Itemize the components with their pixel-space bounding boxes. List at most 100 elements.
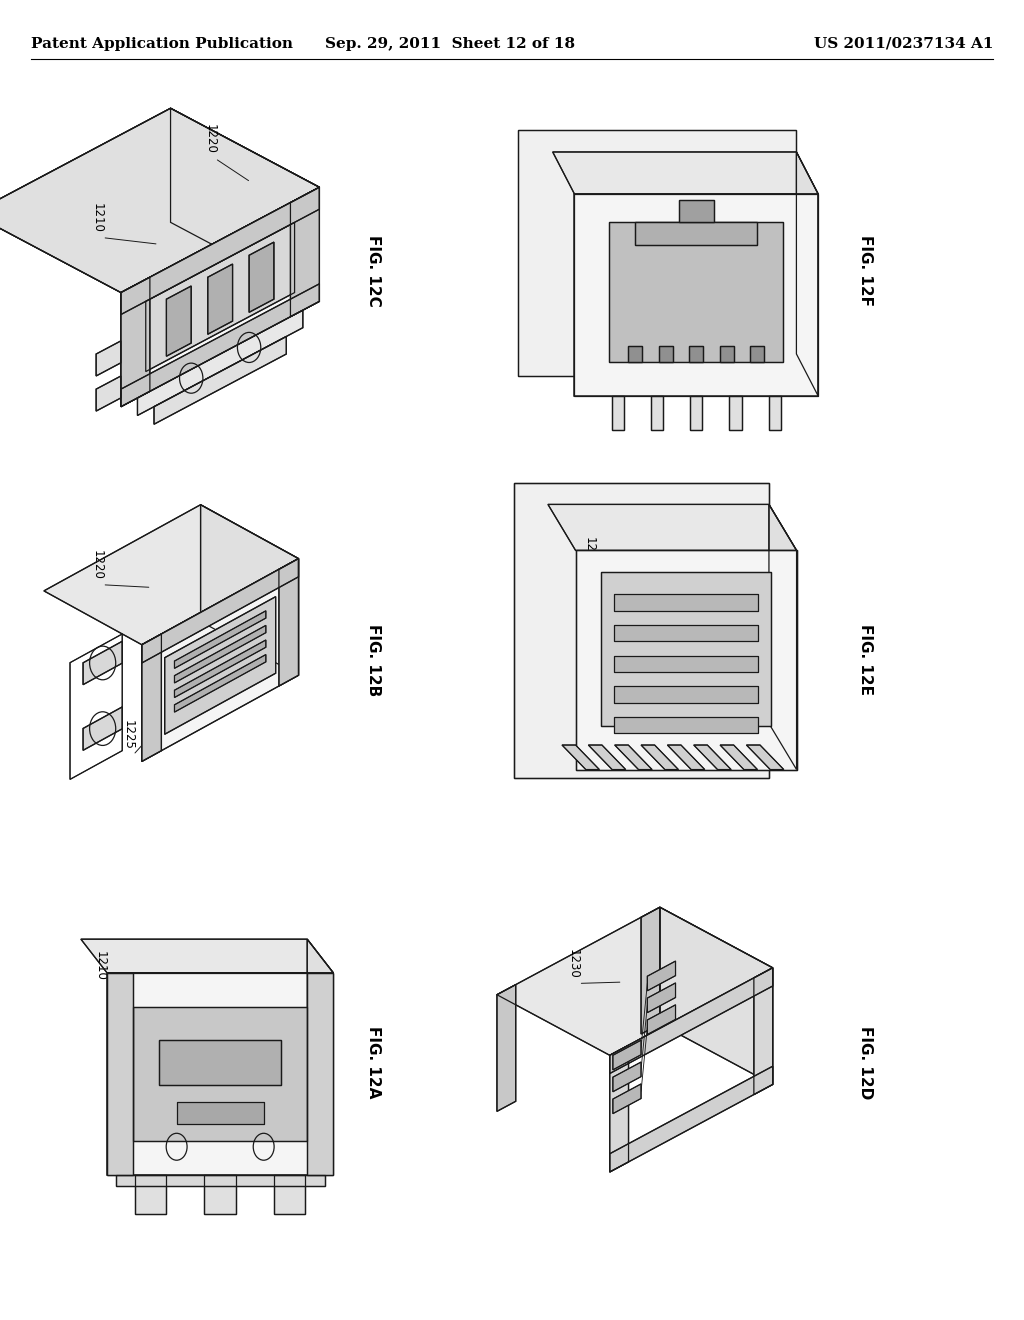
Polygon shape bbox=[613, 686, 759, 702]
Text: 1240: 1240 bbox=[670, 714, 682, 743]
Polygon shape bbox=[609, 1045, 629, 1172]
Text: FIG. 12B: FIG. 12B bbox=[367, 624, 381, 696]
Polygon shape bbox=[575, 550, 797, 770]
Polygon shape bbox=[96, 376, 121, 411]
Polygon shape bbox=[769, 396, 780, 430]
Polygon shape bbox=[497, 985, 516, 1111]
Polygon shape bbox=[106, 973, 133, 1175]
Polygon shape bbox=[613, 624, 759, 642]
Polygon shape bbox=[121, 284, 319, 407]
Text: FIG. 12D: FIG. 12D bbox=[858, 1026, 872, 1100]
Polygon shape bbox=[135, 1175, 166, 1214]
Text: FIG. 12C: FIG. 12C bbox=[367, 235, 381, 306]
Polygon shape bbox=[548, 504, 797, 550]
Polygon shape bbox=[720, 744, 758, 770]
Polygon shape bbox=[249, 242, 273, 313]
Polygon shape bbox=[658, 346, 673, 362]
Polygon shape bbox=[647, 1005, 676, 1035]
Text: 1230: 1230 bbox=[567, 949, 580, 978]
Polygon shape bbox=[612, 1040, 641, 1071]
Polygon shape bbox=[174, 611, 266, 668]
Polygon shape bbox=[171, 108, 319, 301]
Polygon shape bbox=[83, 642, 122, 685]
Polygon shape bbox=[174, 640, 266, 697]
Polygon shape bbox=[307, 940, 334, 1175]
Polygon shape bbox=[96, 341, 121, 376]
Polygon shape bbox=[729, 396, 741, 430]
Polygon shape bbox=[201, 504, 299, 676]
Polygon shape bbox=[141, 558, 299, 762]
Polygon shape bbox=[0, 108, 319, 293]
Polygon shape bbox=[609, 222, 783, 362]
Text: 1225: 1225 bbox=[122, 721, 134, 750]
Polygon shape bbox=[635, 222, 758, 244]
Text: 1220: 1220 bbox=[91, 550, 103, 579]
Polygon shape bbox=[121, 187, 319, 407]
Text: US 2011/0237134 A1: US 2011/0237134 A1 bbox=[814, 37, 993, 50]
Polygon shape bbox=[693, 744, 731, 770]
Polygon shape bbox=[746, 744, 783, 770]
Polygon shape bbox=[629, 346, 642, 362]
Polygon shape bbox=[647, 961, 676, 991]
Text: Patent Application Publication: Patent Application Publication bbox=[31, 37, 293, 50]
Text: 1260: 1260 bbox=[583, 537, 595, 566]
Polygon shape bbox=[121, 187, 319, 314]
Polygon shape bbox=[176, 1102, 264, 1125]
Polygon shape bbox=[641, 744, 679, 770]
Text: Sep. 29, 2011  Sheet 12 of 18: Sep. 29, 2011 Sheet 12 of 18 bbox=[326, 37, 575, 50]
Polygon shape bbox=[612, 396, 624, 430]
Text: FIG. 12A: FIG. 12A bbox=[367, 1027, 381, 1098]
Polygon shape bbox=[167, 286, 191, 356]
Polygon shape bbox=[668, 744, 705, 770]
Text: 1210: 1210 bbox=[94, 952, 106, 981]
Polygon shape bbox=[609, 968, 773, 1073]
Polygon shape bbox=[83, 708, 122, 750]
Polygon shape bbox=[208, 264, 232, 334]
Text: 1220: 1220 bbox=[204, 124, 216, 153]
Polygon shape bbox=[553, 152, 818, 194]
Polygon shape bbox=[160, 1040, 281, 1085]
Polygon shape bbox=[641, 907, 659, 1034]
Polygon shape bbox=[274, 1175, 305, 1214]
Text: FIG. 12F: FIG. 12F bbox=[858, 235, 872, 306]
Polygon shape bbox=[613, 594, 759, 611]
Polygon shape bbox=[659, 907, 773, 1085]
Polygon shape bbox=[651, 396, 664, 430]
Polygon shape bbox=[154, 337, 287, 424]
Polygon shape bbox=[174, 626, 266, 682]
Polygon shape bbox=[614, 744, 652, 770]
Polygon shape bbox=[145, 222, 295, 372]
Polygon shape bbox=[647, 983, 676, 1012]
Polygon shape bbox=[609, 1067, 773, 1172]
Polygon shape bbox=[165, 597, 275, 734]
Polygon shape bbox=[754, 968, 773, 1094]
Polygon shape bbox=[291, 187, 319, 317]
Polygon shape bbox=[116, 1175, 325, 1185]
Polygon shape bbox=[121, 277, 150, 407]
Polygon shape bbox=[137, 310, 303, 416]
Polygon shape bbox=[81, 940, 334, 973]
Polygon shape bbox=[613, 656, 759, 672]
Polygon shape bbox=[518, 129, 797, 376]
Polygon shape bbox=[562, 744, 599, 770]
Polygon shape bbox=[279, 558, 299, 686]
Polygon shape bbox=[797, 152, 818, 396]
Polygon shape bbox=[174, 655, 266, 711]
Polygon shape bbox=[601, 573, 771, 726]
Polygon shape bbox=[514, 483, 769, 779]
Polygon shape bbox=[689, 346, 703, 362]
Text: FIG. 12E: FIG. 12E bbox=[858, 624, 872, 696]
Polygon shape bbox=[679, 199, 714, 222]
Polygon shape bbox=[612, 1063, 641, 1092]
Polygon shape bbox=[613, 717, 759, 734]
Polygon shape bbox=[141, 634, 162, 762]
Polygon shape bbox=[307, 973, 334, 1175]
Polygon shape bbox=[497, 907, 773, 1055]
Polygon shape bbox=[44, 504, 299, 644]
Polygon shape bbox=[106, 973, 334, 1175]
Text: 1210: 1210 bbox=[91, 203, 103, 232]
Polygon shape bbox=[133, 1006, 307, 1140]
Polygon shape bbox=[574, 194, 818, 396]
Polygon shape bbox=[690, 396, 702, 430]
Polygon shape bbox=[205, 1175, 236, 1214]
